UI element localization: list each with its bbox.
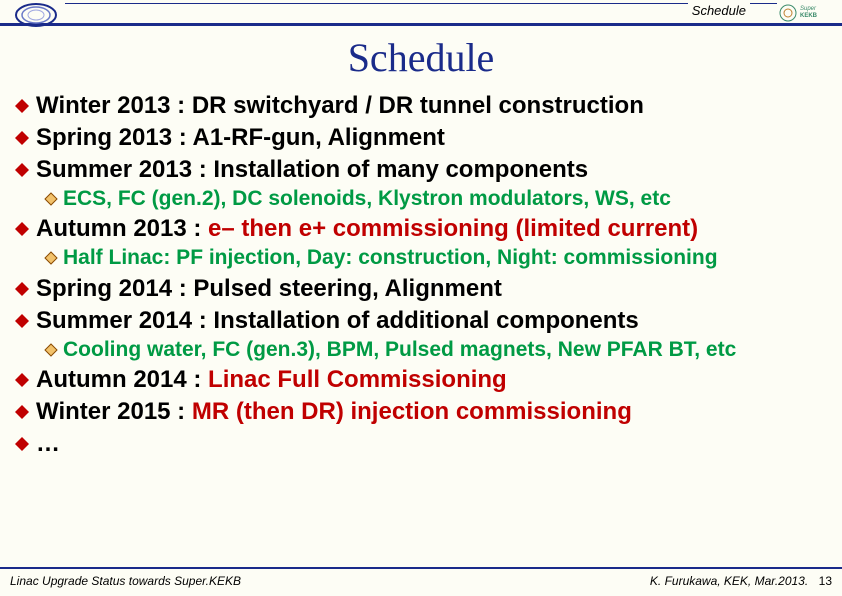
footer-rule xyxy=(0,567,842,569)
diamond-bullet-icon xyxy=(14,221,30,237)
footer: Linac Upgrade Status towards Super.KEKB … xyxy=(0,567,842,590)
list-item-text: … xyxy=(36,429,60,459)
list-item-text: Summer 2014 : Installation of additional… xyxy=(36,306,639,336)
diamond-bullet-small-icon xyxy=(44,343,58,357)
list-item: Spring 2014 : Pulsed steering, Alignment xyxy=(14,274,830,304)
diamond-bullet-icon xyxy=(14,404,30,420)
header-rule xyxy=(65,3,777,4)
list-subitem-text: ECS, FC (gen.2), DC solenoids, Klystron … xyxy=(63,186,671,212)
logo-left-icon xyxy=(12,0,60,30)
list-subitem-text: Half Linac: PF injection, Day: construct… xyxy=(63,245,718,271)
highlight-text: e– then e+ commissioning (limited curren… xyxy=(208,215,698,242)
footer-row: Linac Upgrade Status towards Super.KEKB … xyxy=(0,572,842,590)
diamond-bullet-icon xyxy=(14,130,30,146)
list-item-text: Spring 2013 : A1-RF-gun, Alignment xyxy=(36,123,445,153)
highlight-text: MR (then DR) injection commissioning xyxy=(192,398,632,425)
list-subitem: Half Linac: PF injection, Day: construct… xyxy=(44,245,830,271)
diamond-bullet-icon xyxy=(14,162,30,178)
diamond-bullet-icon xyxy=(14,313,30,329)
list-subitem-text: Cooling water, FC (gen.3), BPM, Pulsed m… xyxy=(63,337,736,363)
content: Winter 2013 : DR switchyard / DR tunnel … xyxy=(0,91,842,459)
diamond-bullet-small-icon xyxy=(44,192,58,206)
highlight-text: Linac Full Commissioning xyxy=(208,366,507,393)
list-subitem: Cooling water, FC (gen.3), BPM, Pulsed m… xyxy=(44,337,830,363)
list-item-text: Winter 2015 : MR (then DR) injection com… xyxy=(36,397,632,427)
diamond-bullet-icon xyxy=(14,372,30,388)
list-item: Autumn 2013 : e– then e+ commissioning (… xyxy=(14,214,830,244)
svg-text:KEKB: KEKB xyxy=(800,13,818,19)
list-item-text: Spring 2014 : Pulsed steering, Alignment xyxy=(36,274,502,304)
footer-right-wrap: K. Furukawa, KEK, Mar.2013. 13 xyxy=(650,572,832,590)
list-item-text: Autumn 2013 : e– then e+ commissioning (… xyxy=(36,214,698,244)
svg-text:Super: Super xyxy=(800,6,817,12)
footer-left: Linac Upgrade Status towards Super.KEKB xyxy=(10,574,241,588)
diamond-bullet-icon xyxy=(14,436,30,452)
diamond-bullet-small-icon xyxy=(44,251,58,265)
list-subitem: ECS, FC (gen.2), DC solenoids, Klystron … xyxy=(44,186,830,212)
list-item: Summer 2013 : Installation of many compo… xyxy=(14,155,830,185)
list-item-text: Summer 2013 : Installation of many compo… xyxy=(36,155,588,185)
list-item: Spring 2013 : A1-RF-gun, Alignment xyxy=(14,123,830,153)
list-item-text: Autumn 2014 : Linac Full Commissioning xyxy=(36,365,507,395)
page-number: 13 xyxy=(819,574,832,588)
footer-right: K. Furukawa, KEK, Mar.2013. xyxy=(650,574,808,588)
list-item: Winter 2015 : MR (then DR) injection com… xyxy=(14,397,830,427)
header-label: Schedule xyxy=(688,3,750,18)
list-item: Autumn 2014 : Linac Full Commissioning xyxy=(14,365,830,395)
list-item: Winter 2013 : DR switchyard / DR tunnel … xyxy=(14,91,830,121)
header: Schedule Super KEKB xyxy=(0,0,842,26)
list-item-text: Winter 2013 : DR switchyard / DR tunnel … xyxy=(36,91,644,121)
logo-right-icon: Super KEKB xyxy=(778,2,832,24)
list-item: … xyxy=(14,429,830,459)
diamond-bullet-icon xyxy=(14,281,30,297)
page-title: Schedule xyxy=(0,34,842,81)
diamond-bullet-icon xyxy=(14,98,30,114)
list-item: Summer 2014 : Installation of additional… xyxy=(14,306,830,336)
slide: Schedule Super KEKB Schedule Winter 2013… xyxy=(0,0,842,596)
